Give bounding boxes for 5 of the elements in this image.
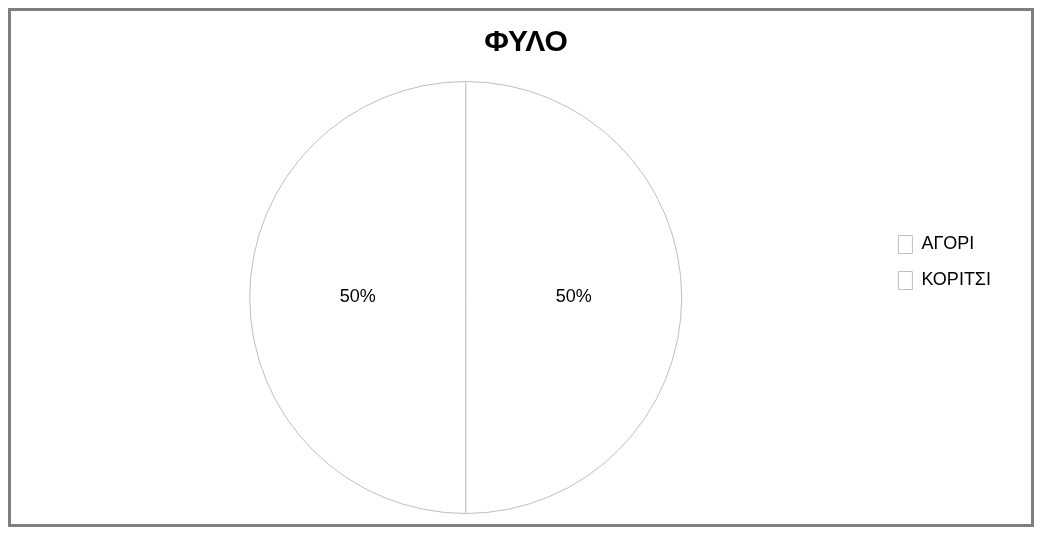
chart-title: ΦΥΛΟ	[484, 24, 568, 58]
legend-label: ΚΟΡΙΤΣΙ	[921, 269, 992, 290]
data-label: 50%	[339, 286, 376, 307]
data-label: 50%	[555, 286, 592, 307]
legend-label: ΑΓΟΡΙ	[921, 233, 975, 254]
